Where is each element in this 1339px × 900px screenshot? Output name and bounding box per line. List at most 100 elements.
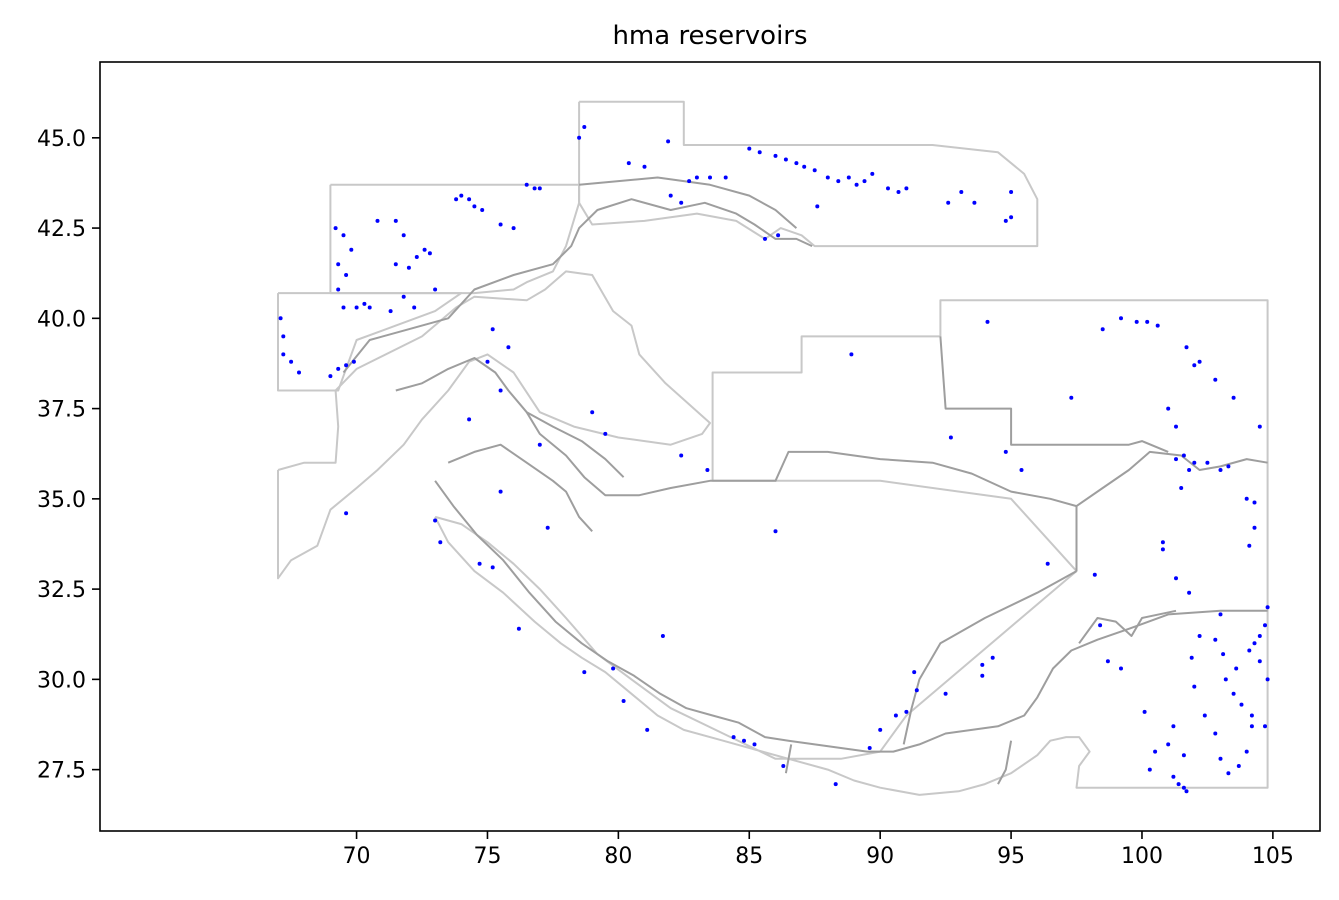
- reservoir-point: [1263, 724, 1267, 729]
- reservoir-point: [1213, 377, 1218, 382]
- reservoir-point: [354, 305, 359, 310]
- reservoir-point: [1234, 666, 1239, 671]
- reservoir-point: [351, 359, 356, 364]
- reservoir-point: [454, 197, 459, 202]
- reservoir-point: [344, 363, 349, 368]
- reservoir-point: [393, 218, 398, 223]
- plot-area: [99, 61, 1321, 832]
- reservoir-point: [1160, 540, 1165, 545]
- reservoir-point: [1187, 468, 1192, 472]
- basin-boundary-10: [997, 740, 1013, 785]
- reservoir-point: [886, 186, 890, 191]
- reservoir-point: [1098, 623, 1103, 628]
- basin-boundary-0: [342, 198, 813, 374]
- reservoir-point: [862, 179, 867, 184]
- reservoir-point: [1174, 424, 1178, 429]
- reservoir-point: [344, 511, 349, 516]
- basin-boundary-5: [939, 336, 1169, 453]
- reservoir-point: [281, 334, 286, 339]
- region-boundary-2: [277, 292, 463, 392]
- reservoir-point: [1218, 756, 1223, 761]
- reservoir-point: [477, 561, 482, 566]
- reservoir-point: [524, 182, 529, 187]
- reservoir-point: [1171, 774, 1176, 779]
- reservoir-point: [1142, 709, 1147, 714]
- reservoir-point: [333, 226, 338, 231]
- y-tick-label: 30.0: [37, 668, 86, 693]
- reservoir-point: [794, 161, 799, 166]
- reservoir-point: [1009, 215, 1014, 220]
- reservoir-point: [490, 327, 495, 332]
- reservoir-point: [1179, 486, 1184, 490]
- x-tick-label: 70: [343, 844, 371, 869]
- basin-boundary-7: [434, 480, 1268, 753]
- reservoir-point: [867, 746, 872, 750]
- reservoir-point: [406, 265, 411, 270]
- x-tick-label: 90: [866, 844, 894, 869]
- basin-boundary-2: [395, 357, 625, 478]
- reservoir-point: [694, 175, 699, 180]
- reservoir-point: [375, 218, 380, 223]
- x-tick-label: 75: [473, 844, 501, 869]
- reservoir-point: [1249, 724, 1254, 729]
- reservoir-point: [537, 186, 542, 191]
- y-tick-label: 27.5: [37, 759, 86, 784]
- reservoir-point: [773, 529, 778, 534]
- reservoir-point: [498, 388, 503, 393]
- reservoir-point: [1134, 319, 1139, 324]
- reservoir-point: [747, 146, 752, 151]
- reservoir-point: [336, 287, 341, 292]
- reservoir-point: [1244, 749, 1249, 754]
- y-tick-label: 42.5: [37, 217, 86, 242]
- reservoir-point: [990, 655, 995, 660]
- reservoir-point: [362, 301, 367, 306]
- reservoir-point: [1265, 677, 1270, 682]
- reservoir-point: [1176, 782, 1181, 787]
- x-tick-label: 95: [997, 844, 1025, 869]
- reservoir-point: [1231, 395, 1236, 400]
- reservoir-point: [1181, 753, 1186, 758]
- basin-boundary-1: [579, 176, 798, 229]
- reservoir-point: [776, 233, 781, 238]
- reservoir-point: [1187, 590, 1192, 595]
- reservoir-point: [537, 442, 542, 447]
- reservoir-point: [341, 305, 346, 310]
- reservoir-point: [833, 782, 838, 787]
- reservoir-point: [1257, 634, 1262, 638]
- x-tick-label: 105: [1252, 844, 1294, 869]
- reservoir-point: [603, 431, 608, 436]
- reservoir-point: [836, 179, 841, 184]
- reservoir-point: [1263, 623, 1267, 628]
- reservoir-point: [1197, 634, 1202, 638]
- reservoir-point: [645, 727, 650, 732]
- reservoir-point: [1226, 464, 1231, 469]
- reservoir-point: [393, 262, 398, 267]
- reservoir-point: [1045, 561, 1050, 566]
- reservoir-point: [344, 273, 349, 277]
- reservoir-point: [878, 727, 883, 732]
- reservoir-point: [1218, 612, 1223, 617]
- reservoir-point: [896, 190, 901, 194]
- reservoir-point: [336, 262, 341, 267]
- reservoir-point: [1239, 702, 1244, 707]
- reservoir-point: [980, 673, 985, 678]
- reservoir-point: [1236, 764, 1241, 768]
- reservoir-point: [914, 688, 919, 693]
- reservoir-point: [414, 255, 419, 259]
- basin-boundary-11: [1078, 609, 1177, 644]
- reservoir-point: [1252, 500, 1257, 505]
- reservoir-point: [802, 164, 807, 169]
- reservoir-point: [1221, 652, 1226, 657]
- reservoir-point: [1223, 677, 1228, 682]
- reservoir-point: [948, 435, 953, 440]
- reservoir-point: [825, 175, 830, 180]
- reservoir-point: [708, 175, 712, 180]
- reservoir-point: [1069, 395, 1074, 400]
- reservoir-point: [1003, 449, 1008, 454]
- reservoir-point: [849, 352, 854, 357]
- reservoir-point: [668, 193, 673, 198]
- reservoir-point: [490, 565, 495, 570]
- reservoir-point: [1184, 789, 1189, 794]
